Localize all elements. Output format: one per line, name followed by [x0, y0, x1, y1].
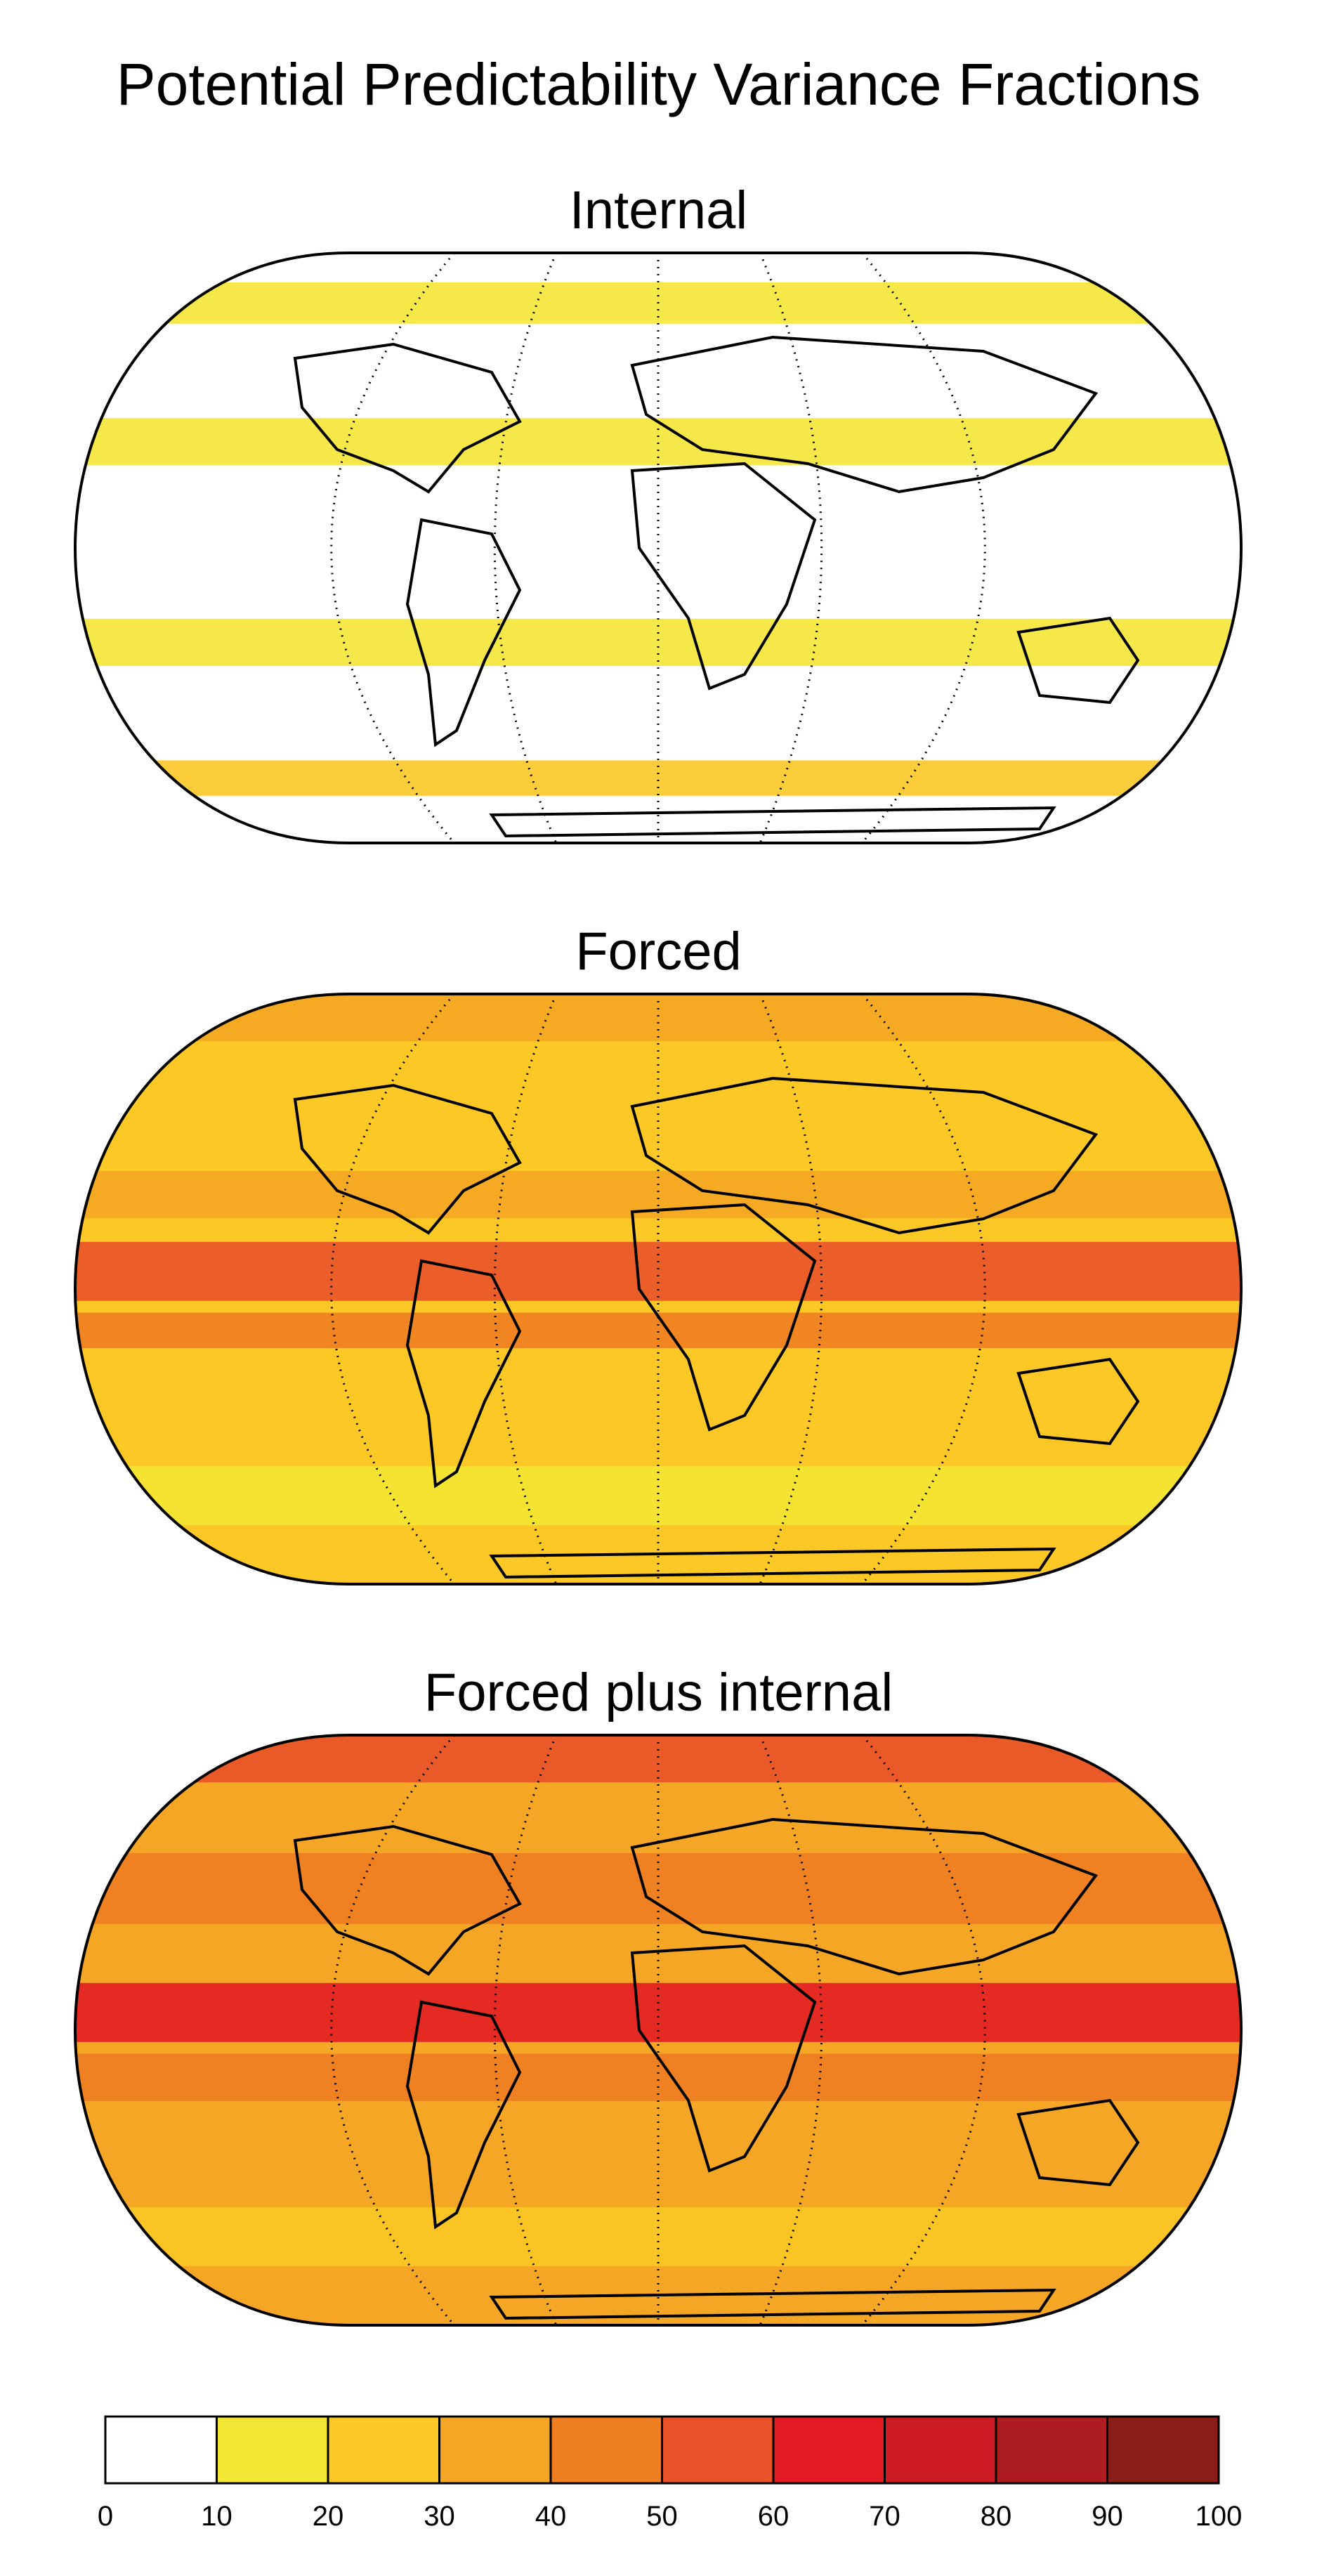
field-band: [75, 2207, 1241, 2266]
map-internal: [73, 251, 1243, 844]
meridian-line: [759, 253, 823, 843]
colorbar-bin: [216, 2415, 329, 2485]
coastline: [405, 518, 522, 747]
colorbar-tick-label: 70: [869, 2501, 900, 2532]
coastline: [630, 462, 817, 691]
coastline: [630, 1076, 1099, 1235]
coastline: [489, 806, 1056, 838]
field-band: [75, 1241, 1241, 1301]
map-forced-plus-internal: [73, 1734, 1243, 2327]
map-outline: [73, 993, 1243, 1586]
meridian-line: [330, 1735, 455, 2325]
colorbar-tick-label: 10: [201, 2501, 232, 2532]
coastline: [489, 2288, 1056, 2320]
colorbar-tick-label: 30: [424, 2501, 455, 2532]
meridian-line: [861, 253, 986, 843]
colorbar-bin: [661, 2415, 775, 2485]
colorbar-tick-label: 20: [313, 2501, 344, 2532]
map-field: [75, 253, 1241, 843]
coastline: [489, 1547, 1056, 1579]
meridian-line: [330, 994, 455, 1584]
panel-title-forced-plus-internal: Forced plus internal: [424, 1663, 893, 1722]
panel-title-forced: Forced: [575, 922, 742, 981]
colorbar-tick-label: 100: [1195, 2501, 1243, 2532]
colorbar-tick-label: 0: [98, 2501, 113, 2532]
colorbar-bin: [549, 2415, 663, 2485]
colorbar-tick-label: 50: [646, 2501, 678, 2532]
colorbar-tick-label: 60: [758, 2501, 789, 2532]
coastline: [293, 342, 522, 494]
meridian-line: [493, 994, 558, 1584]
colorbar-tick-label: 90: [1092, 2501, 1123, 2532]
coastline: [630, 335, 1099, 494]
field-band: [75, 2053, 1241, 2101]
field-band: [75, 1982, 1241, 2042]
figure-title: Potential Predictability Variance Fracti…: [116, 51, 1201, 117]
meridian-line: [861, 1735, 986, 2325]
field-band: [75, 1853, 1241, 1924]
colorbar-bin: [1106, 2415, 1220, 2485]
coastline: [405, 1259, 522, 1489]
colorbar-bin: [327, 2415, 440, 2485]
map-forced: [73, 993, 1243, 1586]
coastline: [630, 1203, 817, 1432]
meridian-line: [330, 253, 455, 843]
meridian-line: [759, 1735, 823, 2325]
field-band: [75, 760, 1241, 796]
coastline: [630, 1944, 817, 2173]
panel-title-internal: Internal: [569, 181, 748, 240]
meridian-line: [493, 253, 558, 843]
meridian-line: [493, 1735, 558, 2325]
colorbar-bin: [438, 2415, 552, 2485]
meridian-line: [861, 994, 986, 1584]
map-outline: [73, 251, 1243, 844]
colorbar-tick-label: 40: [535, 2501, 567, 2532]
map-outline: [73, 1734, 1243, 2327]
coastline: [630, 1817, 1099, 1976]
colorbar-bin: [772, 2415, 886, 2485]
field-band: [75, 418, 1241, 466]
coastline: [293, 1824, 522, 1976]
colorbar-bin: [995, 2415, 1108, 2485]
colorbar: 0 10 20 30 40 50 60 70 80 90 100: [98, 2415, 1243, 2532]
map-field: [75, 1735, 1241, 2325]
coastline: [1016, 2098, 1140, 2187]
colorbar-bin: [104, 2415, 218, 2485]
meridian-line: [759, 994, 823, 1584]
coastline: [1016, 616, 1140, 705]
colorbar-tick-label: 80: [981, 2501, 1012, 2532]
field-band: [75, 1466, 1241, 1525]
map-field: [75, 994, 1241, 1584]
coastline: [293, 1083, 522, 1235]
coastline: [1016, 1357, 1140, 1446]
colorbar-bin: [884, 2415, 997, 2485]
coastline: [405, 2000, 522, 2230]
